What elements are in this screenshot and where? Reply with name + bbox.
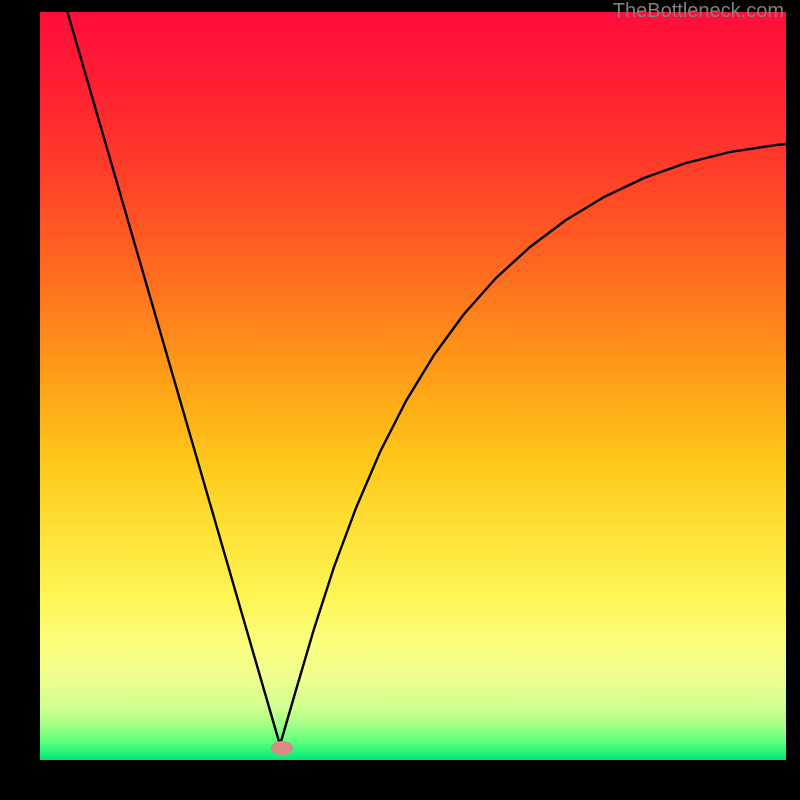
optimal-point-marker xyxy=(271,741,293,755)
watermark-text: TheBottleneck.com xyxy=(613,0,784,23)
bottleneck-chart xyxy=(0,0,800,800)
chart-container: TheBottleneck.com xyxy=(0,0,800,800)
gradient-background xyxy=(40,12,786,760)
